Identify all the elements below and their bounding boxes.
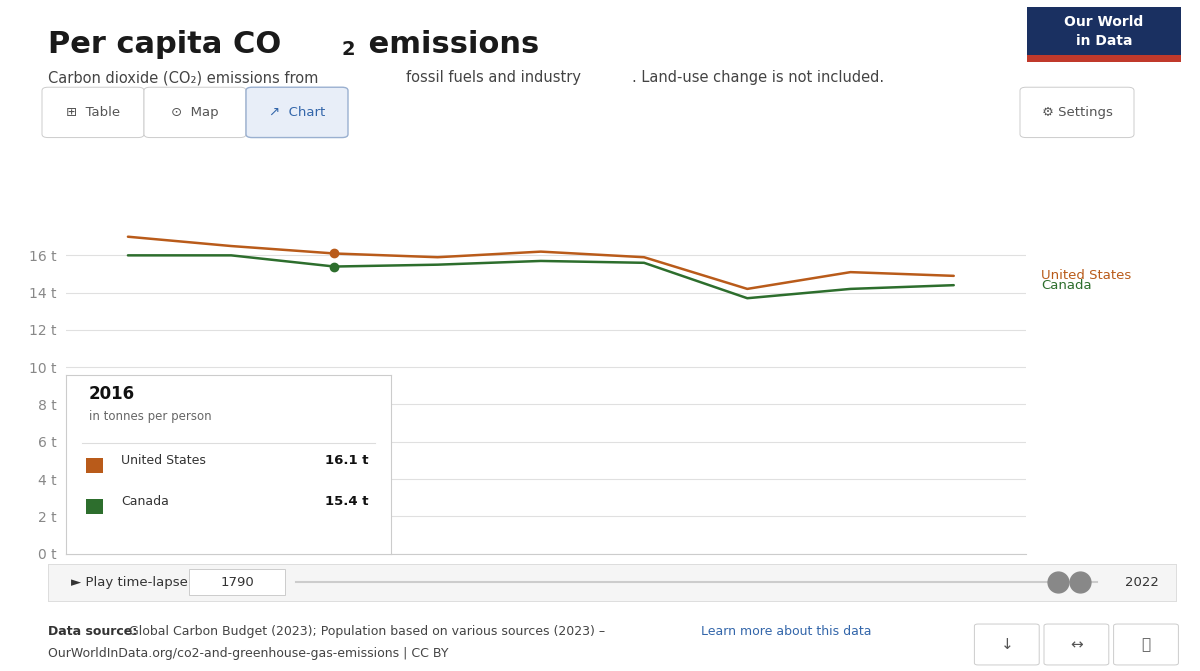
Text: 2022: 2022 (1126, 576, 1159, 588)
Text: ⊙  Map: ⊙ Map (172, 106, 218, 119)
Text: emissions: emissions (358, 30, 539, 59)
FancyBboxPatch shape (190, 569, 284, 595)
Text: Canada: Canada (1042, 278, 1092, 292)
Text: ► Play time-lapse: ► Play time-lapse (71, 576, 187, 588)
Bar (85, 499, 103, 514)
Text: Per capita CO: Per capita CO (48, 30, 281, 59)
Text: ⚙ Settings: ⚙ Settings (1042, 106, 1112, 119)
Text: Data source:: Data source: (48, 625, 137, 638)
Text: in tonnes per person: in tonnes per person (89, 411, 211, 423)
Text: ↓: ↓ (1001, 637, 1013, 652)
Text: Learn more about this data: Learn more about this data (701, 625, 871, 638)
Text: Our World: Our World (1064, 15, 1144, 29)
Bar (1027, 55, 1181, 62)
Text: 16.1 t: 16.1 t (325, 454, 368, 467)
Text: 2016: 2016 (89, 385, 134, 403)
Text: ↗  Chart: ↗ Chart (269, 106, 325, 119)
Text: 15.4 t: 15.4 t (325, 495, 368, 508)
Text: United States: United States (1042, 269, 1132, 282)
Text: Canada: Canada (121, 495, 169, 508)
Text: United States: United States (121, 454, 206, 467)
Text: ↔: ↔ (1070, 637, 1082, 652)
Text: ⛶: ⛶ (1141, 637, 1151, 652)
Text: Global Carbon Budget (2023); Population based on various sources (2023) –: Global Carbon Budget (2023); Population … (125, 625, 608, 638)
Text: OurWorldInData.org/co2-and-greenhouse-gas-emissions | CC BY: OurWorldInData.org/co2-and-greenhouse-ga… (48, 647, 449, 660)
Text: 1790: 1790 (221, 576, 254, 588)
Text: 2: 2 (342, 40, 355, 59)
Text: . Land-use change is not included.: . Land-use change is not included. (632, 70, 884, 85)
Text: Carbon dioxide (CO₂) emissions from: Carbon dioxide (CO₂) emissions from (48, 70, 323, 85)
Text: ⊞  Table: ⊞ Table (66, 106, 120, 119)
Bar (85, 458, 103, 473)
Text: in Data: in Data (1075, 34, 1133, 48)
Text: fossil fuels and industry: fossil fuels and industry (406, 70, 581, 85)
